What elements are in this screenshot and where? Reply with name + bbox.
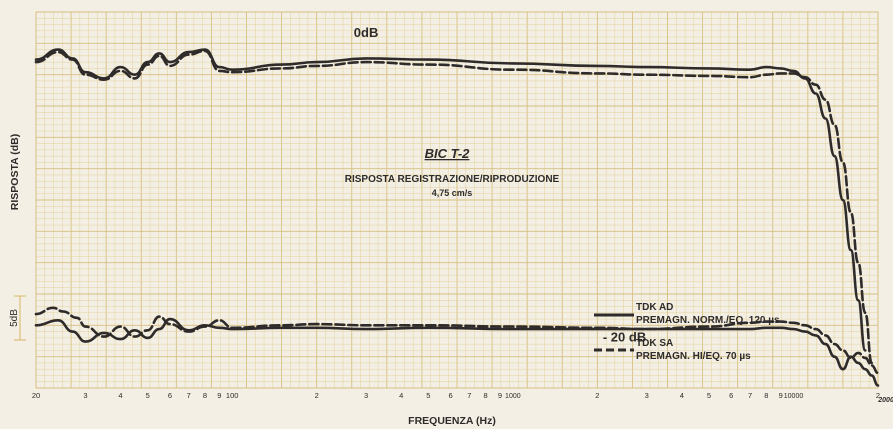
scale-marker: 5dB [9, 295, 26, 341]
legend-series-1-detail: PREMAGN. NORM./EQ. 120 µs [636, 315, 780, 326]
legend-series-2-detail: PREMAGN. HI/EQ. 70 µs [636, 351, 751, 362]
series-layer [34, 48, 880, 387]
y-axis-label: RISPOSTA (dB) [9, 134, 21, 210]
curve-label-minus20db: - 20 dB [603, 330, 646, 345]
x-tick-labels: 20 3 4 5 6 7 8 9 100 2 3 4 5 6 7 8 9 1000 2 3 4 5 6 7 8 9 10000 220… [32, 391, 893, 404]
x-tick-label: 8 [203, 391, 207, 400]
x-tick-label: 1000 [505, 393, 521, 400]
x-tick-label: 7 [748, 391, 752, 400]
curve-label-0db: 0dB [354, 25, 379, 40]
x-tick-label: 7 [467, 391, 471, 400]
x-tick-label: 2 [595, 391, 599, 400]
x-tick-label: 4 [118, 391, 122, 400]
series-line-tdk-ad-0db [34, 48, 867, 352]
x-tick-label: 5 [146, 391, 150, 400]
scale-label: 5dB [9, 309, 20, 327]
plot-frame [35, 11, 879, 389]
x-tick-label: 6 [168, 391, 172, 400]
x-tick-label: 10000 [784, 393, 804, 400]
x-tick-label: 100 [226, 391, 239, 400]
legend-series-1-name: TDK AD [636, 302, 673, 313]
x-tick-label: 2 [315, 391, 319, 400]
legend: TDK AD PREMAGN. NORM./EQ. 120 µs TDK SA … [594, 302, 780, 362]
x-tick-label: 9 [498, 391, 502, 400]
x-tick-label: 3 [645, 391, 649, 400]
x-tick-label: 9 [217, 391, 221, 400]
x-tick-label: 4 [399, 391, 403, 400]
series-line-tdk-sa-minus20db [34, 306, 880, 375]
chart-subtitle: RISPOSTA REGISTRAZIONE/RIPRODUZIONE [345, 174, 560, 185]
x-tick-label: 9 [779, 391, 783, 400]
series-line-tdk-sa-0db [34, 49, 873, 365]
x-tick-label: 2 [876, 391, 880, 400]
x-tick-label: 8 [484, 391, 488, 400]
x-tick-label: 5 [707, 391, 711, 400]
x-tick-label: 20 [32, 391, 40, 400]
x-tick-label: 8 [764, 391, 768, 400]
x-tick-label: 6 [729, 391, 733, 400]
legend-series-2-name: TDK SA [636, 338, 673, 349]
x-tick-label: 20000 [877, 397, 893, 404]
x-tick-label: 6 [448, 391, 452, 400]
x-tick-label: 4 [680, 391, 684, 400]
x-tick-label: 3 [83, 391, 87, 400]
tape-speed-label: 4,75 cm/s [432, 188, 473, 198]
x-tick-label: 7 [187, 391, 191, 400]
curve-labels: 0dB - 20 dB [354, 25, 646, 345]
x-tick-label: 3 [364, 391, 368, 400]
x-tick-label: 5 [426, 391, 430, 400]
chart-title: BIC T-2 [425, 146, 471, 161]
series-line-tdk-ad-minus20db [34, 317, 880, 387]
x-axis-label: FREQUENZA (Hz) [408, 415, 496, 427]
